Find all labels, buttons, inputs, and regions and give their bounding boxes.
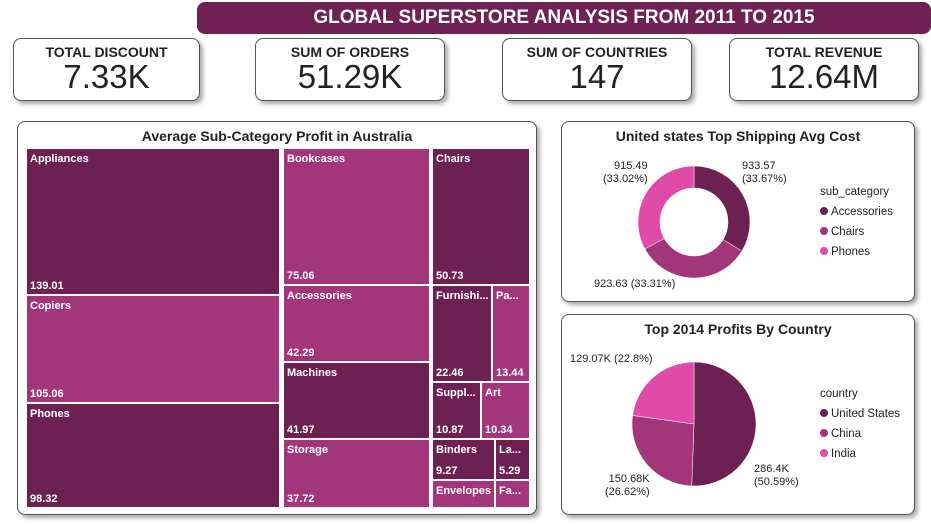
tile-value: 42.29	[287, 347, 315, 359]
tile-label: Machines	[287, 367, 338, 379]
treemap-tile-accessories[interactable]: Accessories 42.29	[283, 285, 430, 362]
tile-label: Storage	[287, 444, 328, 456]
tile-label: Binders	[436, 444, 477, 456]
treemap-tile-storage[interactable]: Storage 37.72	[283, 439, 430, 508]
treemap-tile-labels[interactable]: La... 5.29	[495, 439, 530, 480]
treemap-tile-appliances[interactable]: Appliances 139.01	[26, 148, 280, 295]
tile-label: Appliances	[30, 153, 89, 165]
tile-value: 5.29	[499, 465, 521, 477]
kpi-sum-orders: SUM OF ORDERS 51.29K	[255, 38, 445, 101]
legend-title: country	[820, 388, 858, 400]
tile-value: 37.72	[287, 493, 315, 505]
pie-label-us: 286.4K (50.59%)	[754, 463, 799, 488]
donut-label-chairs: 923.63 (33.31%)	[594, 278, 676, 290]
donut-slice-phones[interactable]	[637, 165, 695, 250]
tile-label: Furnishi...	[436, 290, 489, 302]
tile-value: 98.32	[30, 493, 58, 505]
dashboard-title: GLOBAL SUPERSTORE ANALYSIS FROM 2011 TO …	[197, 2, 931, 34]
kpi-label: SUM OF COUNTRIES	[526, 44, 668, 60]
treemap-tile-machines[interactable]: Machines 41.97	[283, 362, 430, 439]
tile-value: 41.97	[287, 424, 315, 436]
donut-legend: sub_category Accessories Chairs Phones	[820, 182, 893, 262]
pie-title: Top 2014 Profits By Country	[644, 321, 832, 337]
kpi-value: 51.29K	[297, 58, 403, 95]
treemap-tile-phones[interactable]: Phones 98.32	[26, 403, 280, 508]
tile-value: 50.73	[436, 270, 464, 282]
tile-value: 13.44	[496, 367, 524, 379]
kpi-label: TOTAL REVENUE	[765, 44, 883, 60]
treemap-tile-supplies[interactable]: Suppl... 10.87	[432, 382, 481, 439]
pie-slice-india[interactable]	[632, 361, 695, 425]
pie-slice-united-states[interactable]	[691, 361, 757, 487]
legend-title: sub_category	[820, 186, 890, 198]
kpi-total-revenue: TOTAL REVENUE 12.64M	[729, 38, 919, 101]
tile-value: 139.01	[30, 280, 64, 292]
legend-item-india[interactable]: India	[820, 444, 900, 464]
tile-label: Chairs	[436, 153, 471, 165]
legend-item-accessories[interactable]: Accessories	[820, 202, 893, 222]
pie-card: Top 2014 Profits By Country	[561, 314, 915, 515]
kpi-label: SUM OF ORDERS	[290, 44, 410, 60]
tile-value: 10.34	[485, 424, 513, 436]
tile-label: La...	[499, 444, 522, 456]
treemap-tile-binders[interactable]: Binders 9.27	[432, 439, 495, 480]
donut-label-accessories: 933.57 (33.67%)	[742, 160, 787, 185]
tile-value: 10.87	[436, 424, 464, 436]
tile-label: Fa...	[499, 485, 522, 497]
tile-label: Envelopes	[436, 485, 492, 497]
tile-label: Copiers	[30, 300, 71, 312]
tile-label: Art	[485, 387, 501, 399]
tile-value: 9.27	[436, 465, 458, 477]
kpi-value: 12.64M	[768, 58, 880, 95]
donut-card: United states Top Shipping Avg Cost	[561, 121, 915, 302]
treemap-tile-art[interactable]: Art 10.34	[481, 382, 530, 439]
kpi-value: 147	[569, 58, 625, 95]
kpi-label: TOTAL DISCOUNT	[45, 44, 168, 60]
tile-value: 75.06	[287, 270, 315, 282]
kpi-sum-countries: SUM OF COUNTRIES 147	[502, 38, 692, 101]
treemap-tile-chairs[interactable]: Chairs 50.73	[432, 148, 530, 285]
treemap-tile-copiers[interactable]: Copiers 105.06	[26, 295, 280, 403]
tile-value: 105.06	[30, 388, 64, 400]
kpi-value: 7.33K	[63, 58, 150, 95]
tile-value: 22.46	[436, 367, 464, 379]
legend-item-united-states[interactable]: United States	[820, 404, 900, 424]
donut-label-phones: 915.49 (33.02%)	[603, 160, 648, 185]
legend-item-chairs[interactable]: Chairs	[820, 222, 893, 242]
treemap-title: Average Sub-Category Profit in Australia	[141, 128, 413, 144]
tile-label: Accessories	[287, 290, 352, 302]
donut-title: United states Top Shipping Avg Cost	[615, 128, 861, 144]
treemap-tile-envelopes[interactable]: Envelopes	[432, 480, 495, 508]
legend-item-phones[interactable]: Phones	[820, 242, 893, 262]
pie-label-india: 129.07K (22.8%)	[570, 353, 653, 365]
pie-slice-china[interactable]	[631, 415, 695, 487]
tile-label: Pa...	[496, 290, 519, 302]
tile-label: Phones	[30, 408, 70, 420]
legend-item-china[interactable]: China	[820, 424, 900, 444]
tile-label: Bookcases	[287, 153, 346, 165]
kpi-total-discount: TOTAL DISCOUNT 7.33K	[13, 38, 200, 101]
treemap-tile-fasteners[interactable]: Fa...	[495, 480, 530, 508]
tile-label: Suppl...	[436, 387, 476, 399]
pie-label-china: 150.68K (26.62%)	[605, 473, 650, 498]
treemap-tile-bookcases[interactable]: Bookcases 75.06	[283, 148, 430, 285]
treemap-tile-furnishings[interactable]: Furnishi... 22.46	[432, 285, 492, 382]
treemap-tile-paper[interactable]: Pa... 13.44	[492, 285, 530, 382]
pie-legend: country United States China India	[820, 384, 900, 464]
